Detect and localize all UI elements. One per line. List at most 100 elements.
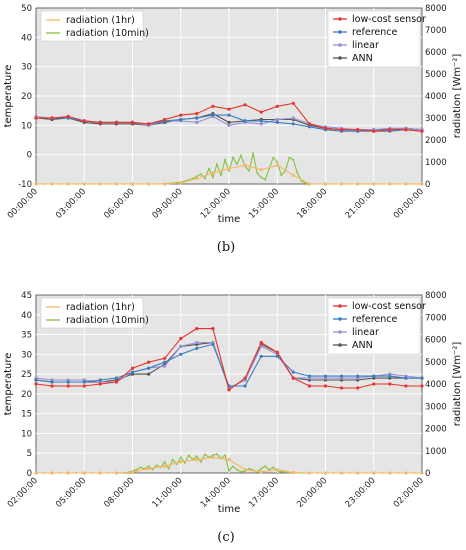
- point-radiation-1hr: [147, 467, 151, 471]
- legend-radiation: radiation (1hr) radiation (10min): [40, 297, 149, 329]
- point-reference: [340, 374, 344, 378]
- x-tick-label: 02:00:00: [392, 476, 426, 510]
- legend-box: [40, 10, 144, 42]
- legend-radiation: radiation (1hr) radiation (10min): [40, 10, 149, 42]
- point-radiation-10min: [155, 464, 158, 467]
- x-axis-label: time: [218, 504, 241, 515]
- point-low-cost-sensor: [179, 113, 183, 117]
- point-linear: [195, 340, 199, 345]
- point-radiation-1hr: [275, 163, 279, 167]
- x-tick-label: 09:00:00: [151, 187, 185, 221]
- y2-tick-label: 1000: [425, 158, 447, 168]
- point-reference: [323, 374, 328, 378]
- point-reference: [179, 117, 183, 122]
- y2-tick-label: 4000: [425, 380, 447, 390]
- point-radiation-1hr: [243, 163, 247, 167]
- y2-tick-label: 5000: [425, 358, 447, 368]
- point-radiation-1hr: [307, 471, 311, 475]
- y-tick-label: 40: [21, 311, 32, 321]
- point-reference: [243, 384, 247, 388]
- point-low-cost-sensor: [179, 336, 183, 341]
- point-radiation-10min: [272, 156, 275, 159]
- y2-tick-label: 7000: [425, 26, 447, 36]
- point-low-cost-sensor: [243, 376, 247, 380]
- point-radiation-10min: [264, 465, 267, 468]
- legend-label-radiation-10min: radiation (10min): [66, 315, 149, 326]
- legend-temperature: low-cost sensor reference linear ANN: [327, 297, 426, 355]
- legend-label-radiation-1hr: radiation (1hr): [66, 15, 135, 26]
- point-radiation-1hr: [404, 182, 408, 186]
- point-linear: [179, 344, 183, 348]
- point-low-cost-sensor: [388, 128, 392, 132]
- point-reference: [195, 116, 199, 120]
- point-reference: [50, 380, 54, 384]
- point-low-cost-sensor: [66, 384, 70, 388]
- point-low-cost-sensor: [147, 360, 151, 364]
- x-tick-label: 05:00:00: [54, 476, 88, 510]
- point-radiation-10min: [224, 158, 226, 161]
- point-radiation-1hr: [163, 464, 167, 468]
- point-radiation-10min: [204, 453, 206, 455]
- point-low-cost-sensor: [163, 356, 167, 360]
- point-radiation-1hr: [291, 471, 295, 475]
- y-tick-label: 45: [21, 291, 32, 301]
- point-reference: [259, 119, 263, 123]
- x-ticks: 00:00:00 03:00:00 06:00:00 09:00:00 12:00:00…: [6, 187, 426, 221]
- legend-marker-reference: [338, 30, 342, 34]
- legend-label-linear: linear: [352, 40, 379, 51]
- legend-label-linear: linear: [352, 327, 379, 338]
- y2-ticks: 0 1000 2000 3000 4000 5000 6000 7000 8000: [425, 291, 447, 479]
- legend-label-radiation-10min: radiation (10min): [66, 28, 149, 39]
- point-radiation-10min: [292, 158, 295, 161]
- point-radiation-1hr: [323, 182, 328, 186]
- y-tick-label: 0: [27, 469, 32, 479]
- y-tick-label: 25: [21, 370, 32, 380]
- point-radiation-1hr: [98, 471, 102, 475]
- y2-tick-label: 1000: [425, 447, 447, 457]
- y-axis-label: temperature: [3, 65, 14, 128]
- series-layer: [34, 101, 424, 186]
- y2-axis-label: radiation [Wm⁻²]: [452, 342, 463, 427]
- y2-ticks: 0 1000 2000 3000 4000 5000 6000 7000 8000: [425, 4, 447, 190]
- legend-marker-reference: [338, 317, 342, 321]
- y-tick-label: 15: [21, 410, 32, 420]
- point-radiation-10min: [204, 177, 206, 180]
- point-reference: [291, 122, 295, 126]
- point-reference: [420, 376, 424, 380]
- point-radiation-1hr: [340, 182, 344, 186]
- point-linear: [195, 120, 199, 124]
- subfigure-caption: (b): [217, 240, 235, 255]
- x-tick-label: 00:00:00: [392, 187, 426, 221]
- y-tick-label: 35: [21, 331, 32, 341]
- point-low-cost-sensor: [114, 120, 118, 124]
- point-radiation-10min: [240, 471, 243, 473]
- point-low-cost-sensor: [323, 384, 328, 388]
- point-low-cost-sensor: [307, 122, 311, 126]
- legend-marker-ann: [338, 56, 342, 60]
- point-low-cost-sensor: [50, 116, 54, 120]
- point-radiation-1hr: [307, 182, 311, 186]
- point-radiation-10min: [163, 461, 166, 463]
- x-tick-label: 02:00:00: [6, 476, 40, 510]
- x-tick-label: 08:00:00: [102, 476, 136, 510]
- point-radiation-10min: [195, 455, 198, 458]
- point-low-cost-sensor: [275, 104, 279, 108]
- y2-tick-label: 6000: [425, 48, 447, 58]
- y2-tick-label: 5000: [425, 70, 447, 80]
- point-low-cost-sensor: [211, 327, 215, 331]
- legend-label-low-cost: low-cost sensor: [352, 14, 426, 25]
- point-radiation-10min: [284, 471, 287, 474]
- point-radiation-10min: [248, 169, 251, 172]
- y-tick-label: 50: [21, 4, 32, 14]
- point-low-cost-sensor: [291, 376, 295, 380]
- point-radiation-10min: [171, 458, 174, 461]
- point-radiation-10min: [179, 456, 182, 459]
- point-radiation-1hr: [179, 460, 183, 464]
- point-radiation-10min: [248, 467, 251, 470]
- point-radiation-10min: [220, 174, 222, 177]
- y2-tick-label: 3000: [425, 114, 447, 124]
- point-radiation-1hr: [82, 471, 86, 475]
- point-radiation-1hr: [50, 471, 54, 475]
- point-low-cost-sensor: [163, 117, 167, 122]
